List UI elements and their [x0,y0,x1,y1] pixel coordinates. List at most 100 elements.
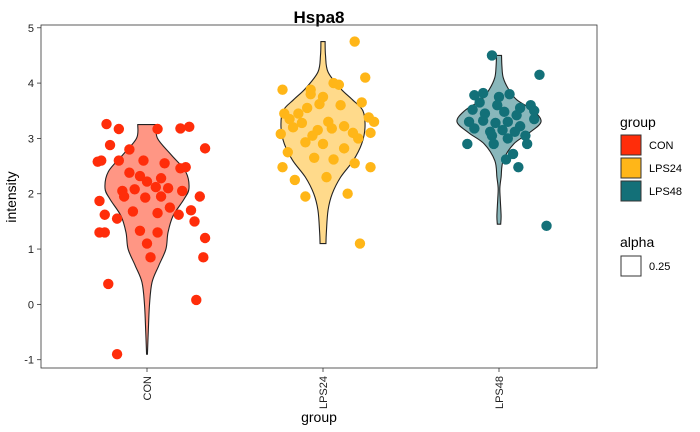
data-point-con [101,118,112,130]
data-point-con [113,123,125,135]
legend-swatch-con [620,134,642,156]
data-point-lps24 [277,84,288,95]
data-point-lps48 [486,130,498,141]
data-point-con [141,176,153,187]
y-tick-label: 3 [28,133,34,145]
data-point-lps48 [469,90,480,101]
data-point-lps48 [502,133,513,144]
data-point-lps24 [300,191,311,202]
y-tick-label: 4 [28,78,34,90]
data-point-con [164,202,176,213]
data-point-lps24 [307,130,318,141]
data-point-con [159,158,170,169]
data-point-con [94,195,105,207]
y-axis-title: intensity [3,171,19,222]
data-point-lps24 [275,128,286,140]
data-point-con [111,348,123,360]
data-point-lps48 [521,138,533,150]
data-point-lps48 [467,104,478,115]
data-point-lps48 [502,116,513,128]
legend-alpha-title: alpha [620,234,654,250]
data-point-con [111,213,123,224]
x-axis-title: group [301,409,337,425]
data-point-lps24 [305,88,316,100]
legend-group-title: group [620,114,656,130]
data-point-lps48 [504,88,515,100]
legend-label-lps24: LPS24 [649,163,682,175]
data-point-lps48 [497,124,508,136]
data-point-con [150,181,161,193]
data-point-con [104,139,116,151]
data-point-lps48 [499,106,510,118]
data-point-lps48 [493,91,505,103]
data-point-lps48 [490,117,501,129]
data-point-con [191,294,202,306]
chart-title: Hspa8 [293,8,344,27]
data-point-con [103,278,114,290]
data-point-lps24 [301,102,313,114]
data-point-lps24 [317,91,329,103]
data-point-lps24 [347,127,359,139]
data-point-lps24 [309,152,320,163]
data-point-con [99,209,110,220]
data-point-lps48 [500,154,512,165]
data-point-con [113,155,125,166]
y-axis: -1 0 1 2 3 4 5 [24,23,41,367]
y-tick-label: -1 [24,355,34,367]
legend-label-con: CON [649,140,674,152]
data-point-con [162,183,174,194]
x-axis: CON LPS24 LPS48 [142,368,506,409]
data-point-con [152,227,163,238]
data-point-con [140,192,151,203]
data-point-con [155,191,167,202]
data-point-lps48 [509,126,521,137]
data-point-lps48 [477,115,489,126]
data-point-lps24 [349,158,360,169]
data-point-lps24 [323,116,334,128]
data-point-con [194,191,205,202]
data-point-lps48 [462,138,473,150]
data-point-con [199,143,211,154]
y-tick-label: 0 [28,299,34,311]
data-point-lps24 [338,143,350,154]
data-point-lps24 [328,154,339,165]
data-point-con [145,252,156,263]
data-point-con [175,123,186,134]
data-point-lps24 [287,122,299,133]
data-point-con [127,206,139,217]
data-point-lps48 [474,97,485,108]
data-point-lps24 [317,138,329,150]
data-point-con [152,207,163,219]
legend-alpha: alpha 0.25 [620,234,670,277]
data-point-lps24 [365,127,376,139]
data-point-lps24 [289,174,301,186]
data-point-lps48 [469,123,480,134]
data-point-lps24 [335,100,346,111]
data-point-con [173,209,184,220]
data-point-con [155,173,167,184]
y-tick-label: 2 [28,189,34,201]
legend-swatch-lps48 [620,180,642,202]
y-tick-label: 5 [28,23,34,35]
data-point-lps48 [492,100,503,111]
data-point-con [124,167,135,178]
data-point-con [180,161,191,173]
data-point-lps24 [293,108,304,119]
data-point-lps48 [541,220,552,232]
legend-label-lps48: LPS48 [649,186,682,198]
data-point-lps24 [360,72,371,83]
data-point-lps48 [513,161,524,173]
data-point-lps48 [511,109,522,121]
point-layer [92,36,552,360]
legend-swatch-lps24 [620,157,642,179]
data-point-lps48 [486,50,498,61]
data-point-lps24 [354,238,366,249]
data-point-con [96,155,107,166]
legend-group: group CON LPS24 LPS48 [620,114,682,202]
data-point-lps24 [321,171,332,183]
data-point-lps48 [507,148,519,160]
data-point-con [124,144,135,155]
violin-layer [104,41,542,355]
data-point-lps24 [365,161,376,173]
